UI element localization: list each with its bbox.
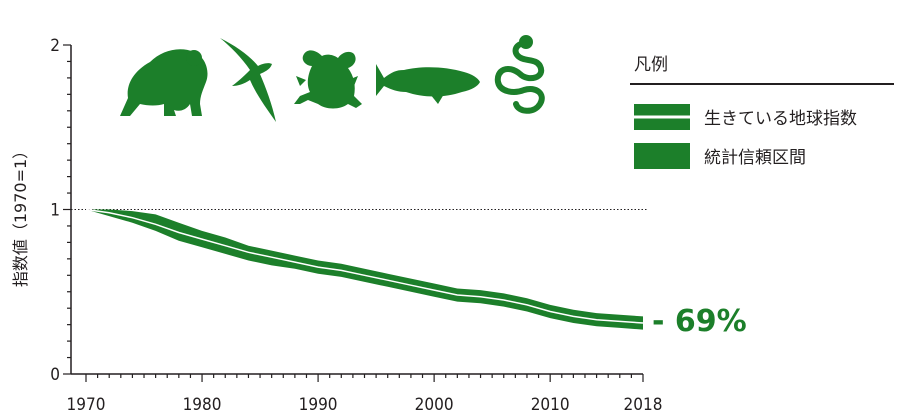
legend-swatch-ci bbox=[634, 143, 690, 169]
snake-icon bbox=[494, 35, 545, 114]
legend-title: 凡例 bbox=[634, 55, 668, 75]
y-tick-label: 1 bbox=[50, 201, 60, 221]
x-tick-label: 1970 bbox=[67, 395, 106, 415]
legend-item-ci: 統計信頼区間 bbox=[634, 143, 806, 169]
living-planet-index-line bbox=[85, 208, 644, 324]
x-tick-label: 2018 bbox=[624, 395, 663, 415]
y-axis-label: 指数値（1970=1） bbox=[11, 143, 30, 287]
frog-icon bbox=[294, 50, 362, 109]
legend: 凡例 生きている地球指数 統計信頼区間 bbox=[630, 55, 894, 169]
x-tick-label: 1990 bbox=[299, 395, 338, 415]
y-tick-label: 0 bbox=[50, 365, 60, 385]
change-callout: - 69% bbox=[652, 304, 747, 339]
x-axis-ticks: 1970 1980 1990 2000 2010 2018 bbox=[67, 374, 663, 415]
legend-label-ci: 統計信頼区間 bbox=[704, 148, 806, 168]
fish-icon bbox=[376, 64, 480, 104]
bird-icon bbox=[220, 38, 276, 122]
confidence-interval-band bbox=[86, 209, 643, 330]
y-axis-ticks: 0 1 2 bbox=[50, 36, 71, 385]
y-tick-label: 2 bbox=[50, 36, 60, 56]
x-tick-label: 2010 bbox=[531, 395, 570, 415]
gorilla-icon bbox=[120, 49, 208, 117]
x-tick-label: 2000 bbox=[415, 395, 454, 415]
legend-item-index: 生きている地球指数 bbox=[634, 104, 857, 130]
x-tick-label: 1980 bbox=[183, 395, 222, 415]
legend-label-index: 生きている地球指数 bbox=[704, 109, 857, 129]
